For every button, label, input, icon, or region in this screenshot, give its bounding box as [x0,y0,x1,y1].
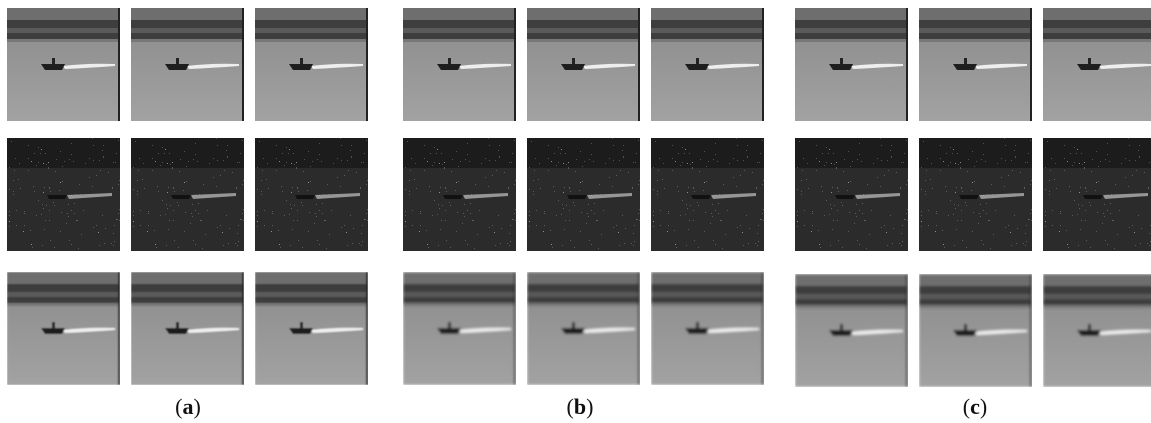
original-frame [1043,8,1151,121]
label-part: ) [586,394,593,419]
recovered-frame [1043,274,1151,387]
recovered-frame [7,272,120,385]
noisy-frame [7,138,120,251]
original-frame [7,8,120,121]
original-frame [795,8,908,121]
panel-label: (a) [175,394,201,419]
label-part: ( [175,394,182,419]
label-part: ) [194,394,201,419]
recovered-frame [651,272,764,385]
noisy-frame [795,138,908,251]
noisy-frame [403,138,516,251]
recovered-frame [919,274,1032,387]
noisy-frame [1043,138,1151,251]
recovered-frame [795,274,908,387]
original-frame [651,8,764,121]
noisy-frame [919,138,1032,251]
recovered-frame [255,272,368,385]
original-frame [131,8,244,121]
label-part: ) [980,394,987,419]
original-frame [919,8,1032,121]
label-part: ( [963,394,970,419]
panel-label: (c) [963,394,987,419]
original-frame [527,8,640,121]
recovered-frame [131,272,244,385]
noisy-frame [255,138,368,251]
original-frame [403,8,516,121]
label-part: c [970,394,980,419]
noisy-frame [651,138,764,251]
recovered-frame [403,272,516,385]
label-part: ( [567,394,574,419]
recovered-frame [527,272,640,385]
label-part: a [183,394,194,419]
panel-labels: (a) (b) (c) [175,394,987,419]
label-part: b [574,394,586,419]
image-grid [7,8,1151,387]
noisy-frame [131,138,244,251]
panel-label: (b) [567,394,594,419]
noisy-frame [527,138,640,251]
original-frame [255,8,368,121]
